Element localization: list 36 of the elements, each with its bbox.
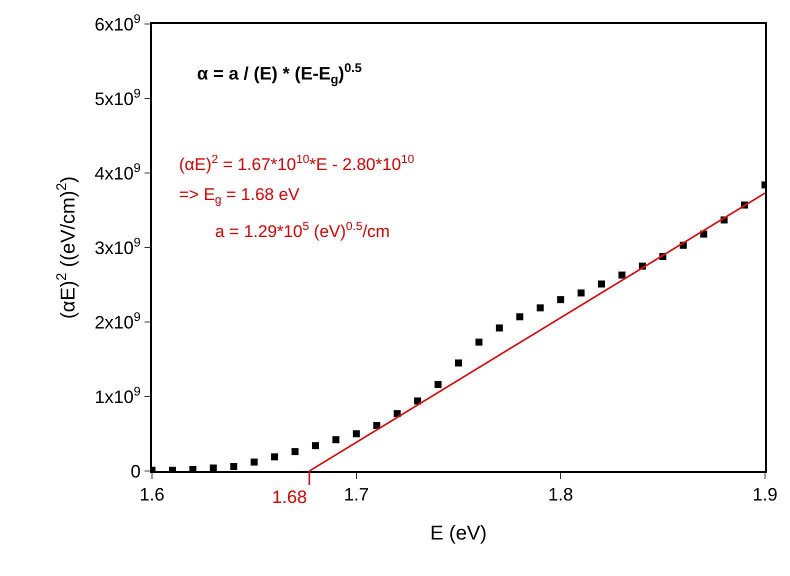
point bbox=[618, 272, 626, 279]
point bbox=[557, 296, 564, 304]
annotation: 1.68 bbox=[272, 487, 308, 507]
point bbox=[516, 313, 524, 320]
y-tick-label: 5x10$^{9}$ bbox=[94, 86, 141, 109]
point bbox=[434, 381, 442, 388]
y-tick-label: 3x10$^{9}$ bbox=[94, 235, 141, 258]
y-tick-label: 0 bbox=[130, 461, 141, 482]
point bbox=[578, 289, 585, 296]
x-tick-label: 1.7 bbox=[344, 484, 369, 504]
point bbox=[536, 304, 544, 312]
point bbox=[373, 422, 380, 430]
point bbox=[332, 436, 340, 444]
x-tick-label: 1.6 bbox=[139, 484, 165, 504]
y-tick-label: 6x10$^{9}$ bbox=[94, 12, 141, 34]
point bbox=[292, 448, 299, 456]
x-tick-label: 1.8 bbox=[548, 484, 574, 504]
point bbox=[496, 324, 503, 332]
annotation: => E$_{g}$ = 1.68 eV bbox=[179, 185, 300, 207]
point bbox=[250, 458, 258, 466]
point bbox=[352, 430, 360, 438]
y-tick-label: 4x10$^{9}$ bbox=[94, 160, 141, 184]
point bbox=[271, 453, 278, 460]
annotation: a = 1.29*10$^{5}$ (eV)$^{0.5}$/cm bbox=[215, 219, 390, 242]
point bbox=[230, 463, 238, 470]
y-tick-label: 1x10$^{9}$ bbox=[94, 384, 141, 407]
x-axis-title: E (eV) bbox=[430, 522, 487, 544]
point bbox=[210, 464, 217, 471]
x-tick-label: 1.9 bbox=[752, 484, 778, 504]
annotation: α = a / (E) * (E-E$_{g}$)$^{0.5}$ bbox=[197, 61, 362, 86]
point bbox=[312, 442, 319, 450]
y-tick-label: 2x10$^{9}$ bbox=[94, 310, 141, 332]
point bbox=[598, 280, 606, 288]
annotation: (αE)$^{2}$ = 1.67*10$^{10}$*E - 2.80*10$^{10}$ bbox=[179, 152, 415, 174]
point bbox=[475, 338, 482, 346]
point bbox=[455, 359, 462, 366]
